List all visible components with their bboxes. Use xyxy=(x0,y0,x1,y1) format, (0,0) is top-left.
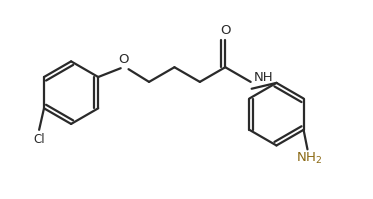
Text: NH$_2$: NH$_2$ xyxy=(296,151,323,166)
Text: Cl: Cl xyxy=(33,133,45,146)
Text: O: O xyxy=(118,53,129,66)
Text: NH: NH xyxy=(254,71,273,85)
Text: O: O xyxy=(220,24,231,37)
